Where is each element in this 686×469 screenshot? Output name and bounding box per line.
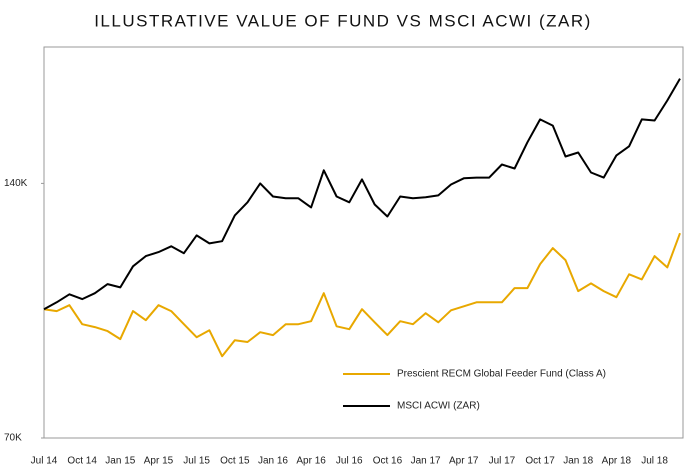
legend-label: MSCI ACWI (ZAR) xyxy=(397,401,480,412)
x-tick-label: Apr 18 xyxy=(602,456,632,467)
x-tick-label: Oct 15 xyxy=(220,456,250,467)
x-tick-label: Jan 16 xyxy=(258,456,288,467)
x-tick-label: Jul 17 xyxy=(489,456,516,467)
x-tick-label: Apr 15 xyxy=(144,456,174,467)
x-tick-label: Jan 15 xyxy=(105,456,135,467)
x-tick-label: Jul 15 xyxy=(183,456,210,467)
x-tick-label: Oct 14 xyxy=(67,456,97,467)
legend-label: Prescient RECM Global Feeder Fund (Class… xyxy=(397,369,606,380)
chart-title: ILLUSTRATIVE VALUE OF FUND VS MSCI ACWI … xyxy=(94,11,592,30)
x-tick-label: Oct 16 xyxy=(373,456,403,467)
x-tick-label: Oct 17 xyxy=(525,456,555,467)
x-tick-label: Jan 18 xyxy=(563,456,593,467)
series-line xyxy=(43,232,681,358)
x-tick-label: Apr 17 xyxy=(449,456,479,467)
x-tick-label: Jul 16 xyxy=(336,456,363,467)
plot-frame xyxy=(43,46,684,439)
y-tick-label: 70K xyxy=(4,433,22,444)
x-tick-label: Jan 17 xyxy=(411,456,441,467)
series-line xyxy=(43,78,681,311)
x-tick-label: Jul 18 xyxy=(641,456,668,467)
y-tick-label: 140K xyxy=(4,178,28,189)
x-tick-label: Jul 14 xyxy=(31,456,58,467)
x-tick-label: Apr 16 xyxy=(296,456,326,467)
